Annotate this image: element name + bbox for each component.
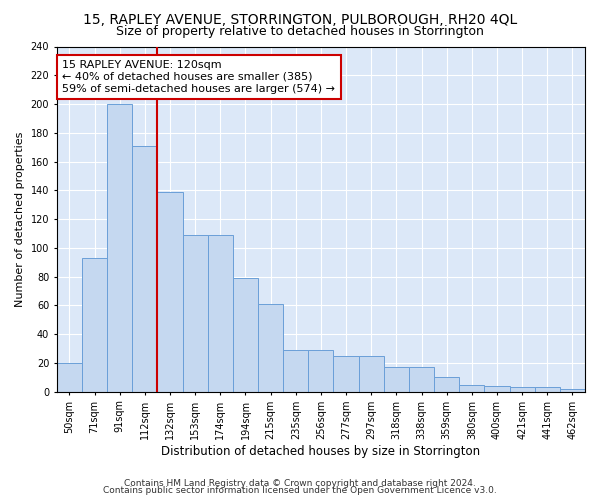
Bar	[459, 384, 484, 392]
Bar	[107, 104, 132, 392]
Bar	[359, 356, 384, 392]
Text: 15, RAPLEY AVENUE, STORRINGTON, PULBOROUGH, RH20 4QL: 15, RAPLEY AVENUE, STORRINGTON, PULBOROU…	[83, 12, 517, 26]
Bar	[283, 350, 308, 392]
Bar	[132, 146, 157, 392]
Bar	[334, 356, 359, 392]
Bar	[82, 258, 107, 392]
Bar	[560, 389, 585, 392]
Bar	[208, 235, 233, 392]
Text: Size of property relative to detached houses in Storrington: Size of property relative to detached ho…	[116, 25, 484, 38]
Bar	[182, 235, 208, 392]
Bar	[535, 388, 560, 392]
Bar	[308, 350, 334, 392]
Y-axis label: Number of detached properties: Number of detached properties	[15, 132, 25, 307]
Bar	[434, 378, 459, 392]
Text: Contains HM Land Registry data © Crown copyright and database right 2024.: Contains HM Land Registry data © Crown c…	[124, 478, 476, 488]
Bar	[509, 388, 535, 392]
Bar	[384, 368, 409, 392]
Text: Contains public sector information licensed under the Open Government Licence v3: Contains public sector information licen…	[103, 486, 497, 495]
Bar	[484, 386, 509, 392]
Bar	[258, 304, 283, 392]
Bar	[409, 368, 434, 392]
Text: 15 RAPLEY AVENUE: 120sqm
← 40% of detached houses are smaller (385)
59% of semi-: 15 RAPLEY AVENUE: 120sqm ← 40% of detach…	[62, 60, 335, 94]
Bar	[233, 278, 258, 392]
Bar	[57, 363, 82, 392]
X-axis label: Distribution of detached houses by size in Storrington: Distribution of detached houses by size …	[161, 444, 481, 458]
Bar	[157, 192, 182, 392]
